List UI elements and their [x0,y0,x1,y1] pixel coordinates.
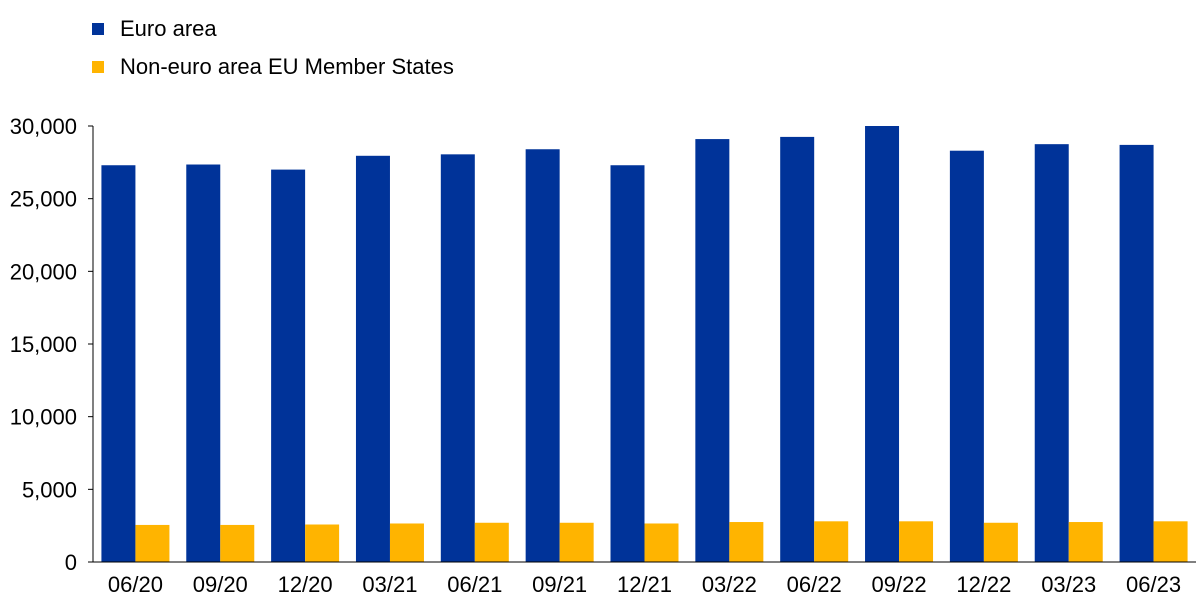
x-tick-label: 12/20 [278,572,333,597]
bar-euro-area-06-20 [101,165,136,563]
y-tick-label: 20,000 [10,259,77,284]
bar-euro-area-09-22 [865,126,900,562]
bar-non-euro-area-09-22 [899,521,934,562]
x-tick-label: 12/22 [956,572,1011,597]
bar-non-euro-area-06-20 [135,524,170,562]
legend-label-non-euro-area: Non-euro area EU Member States [120,54,454,79]
bar-non-euro-area-12-22 [983,522,1018,562]
x-axis-ticks: 06/20 09/20 12/20 03/21 06/21 09/21 12/21 03/22… [108,572,1181,597]
bar-non-euro-area-06-21 [474,522,509,562]
x-tick-label: 03/21 [362,572,417,597]
x-tick-label: 09/22 [872,572,927,597]
x-tick-label: 06/23 [1126,572,1181,597]
x-tick-label: 03/22 [702,572,757,597]
bar-non-euro-area-09-20 [220,524,255,562]
bar-non-euro-area-03-23 [1068,522,1103,562]
legend-swatch-euro-area [92,23,104,35]
y-tick-label: 5,000 [22,477,77,502]
bar-non-euro-area-06-22 [814,521,849,562]
bar-euro-area-03-22 [695,139,730,562]
x-tick-label: 06/22 [787,572,842,597]
bar-non-euro-area-12-20 [305,524,340,562]
bar-euro-area-03-21 [355,155,390,562]
x-tick-label: 06/21 [447,572,502,597]
bar-euro-area-06-22 [780,136,815,562]
y-tick-label: 10,000 [10,405,77,430]
legend-swatch-non-euro-area [92,61,104,73]
bar-euro-area-09-20 [186,164,221,562]
y-axis-ticks: 0 5,000 10,000 15,000 20,000 25,000 30,000 [10,114,93,575]
legend-label-euro-area: Euro area [120,16,217,41]
bar-euro-area-03-23 [1034,144,1069,562]
bar-euro-area-09-21 [525,149,560,562]
bars-group [101,126,1188,563]
y-tick-label: 0 [65,550,77,575]
x-tick-label: 03/23 [1041,572,1096,597]
bar-euro-area-12-22 [949,150,984,562]
x-tick-label: 09/20 [193,572,248,597]
bar-non-euro-area-09-21 [559,522,594,562]
y-tick-label: 30,000 [10,114,77,139]
x-tick-label: 12/21 [617,572,672,597]
bar-euro-area-06-21 [440,154,475,562]
x-tick-label: 06/20 [108,572,163,597]
legend-item-non-euro-area: Non-euro area EU Member States [92,48,454,86]
bar-non-euro-area-12-21 [644,523,679,562]
y-tick-label: 15,000 [10,332,77,357]
bar-euro-area-12-20 [271,169,306,562]
bar-euro-area-06-23 [1119,144,1154,563]
legend-item-euro-area: Euro area [92,10,454,48]
bar-euro-area-12-21 [610,165,645,563]
bar-non-euro-area-06-23 [1153,521,1188,562]
x-tick-label: 09/21 [532,572,587,597]
y-tick-label: 25,000 [10,187,77,212]
chart-legend: Euro area Non-euro area EU Member States [92,10,454,86]
bar-non-euro-area-03-22 [729,522,764,562]
bar-non-euro-area-03-21 [389,523,424,562]
